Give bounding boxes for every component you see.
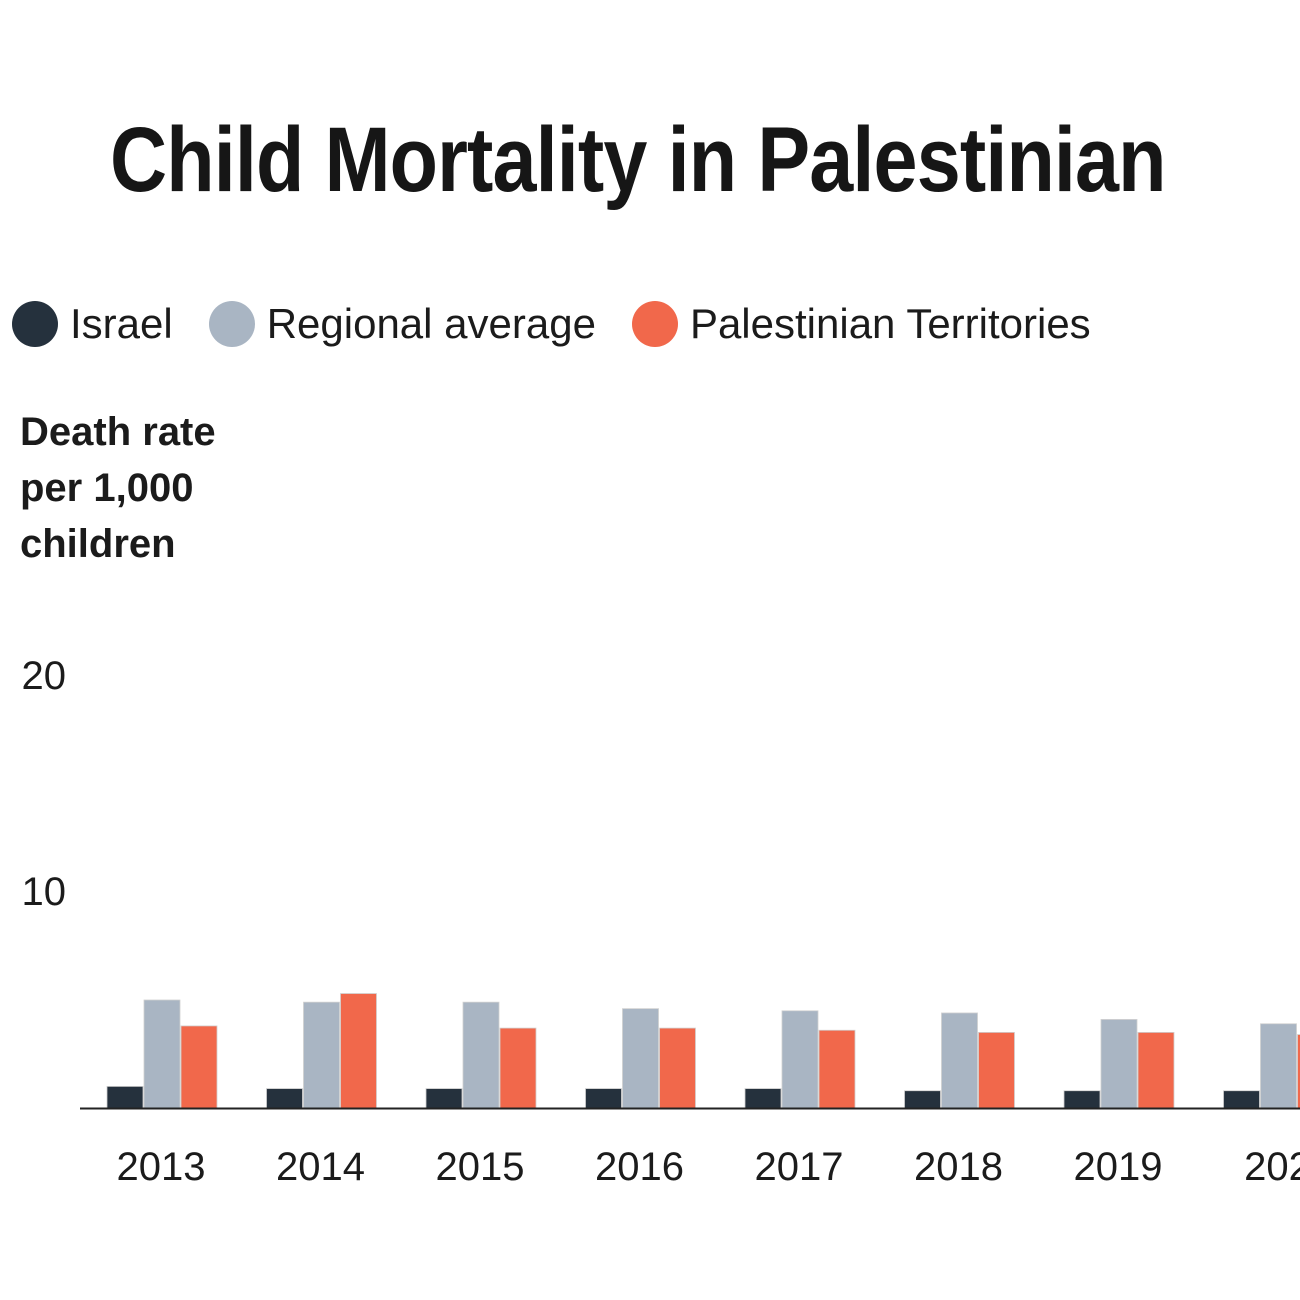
x-tick-label: 2017 (755, 1145, 844, 1189)
legend-swatch-israel (12, 301, 58, 347)
bar-regional-average-2013 (143, 999, 181, 1109)
bar-palestinian-territories-2014 (340, 993, 377, 1109)
legend-item-israel: Israel (12, 300, 173, 348)
x-tick-label: 2013 (117, 1145, 206, 1189)
x-tick-label: 2019 (1074, 1145, 1163, 1189)
legend-label: Israel (70, 300, 173, 347)
chart-title: Child Mortality in Palestinian (110, 109, 1167, 211)
bar-palestinian-territories-2016 (659, 1027, 696, 1109)
bar-regional-average-2015 (462, 1001, 500, 1109)
y-axis-label: Death rate per 1,000 children (20, 410, 216, 566)
bar-israel-2014 (266, 1088, 303, 1109)
legend-swatch-palestinian (631, 301, 678, 347)
y-tick-20: 20 (21, 654, 67, 698)
y-tick-10: 10 (21, 870, 67, 914)
bar-palestinian-territories-2015 (499, 1027, 537, 1109)
legend-swatch-regional (208, 301, 255, 347)
bar-regional-average-2016 (622, 1008, 659, 1109)
bar-israel-2018 (904, 1090, 941, 1109)
bar-regional-average-2017 (781, 1010, 819, 1109)
bar-israel-202 (1223, 1090, 1260, 1109)
x-tick-label: 2015 (436, 1145, 525, 1189)
bar-israel-2016 (585, 1088, 622, 1109)
bar-palestinian-territories-2018 (978, 1032, 1015, 1109)
bar-regional-average-2019 (1100, 1019, 1138, 1109)
bar-palestinian-territories-2017 (818, 1029, 856, 1109)
bar-israel-2019 (1063, 1090, 1101, 1109)
legend-label: Regional average (266, 300, 596, 347)
x-tick-label: 2018 (914, 1145, 1003, 1189)
legend-item-palestinian: Palestinian Territories (631, 300, 1091, 348)
legend-label: Palestinian Territories (689, 300, 1091, 347)
x-tick-label: 2016 (595, 1145, 684, 1189)
bar-regional-average-2014 (303, 1001, 340, 1109)
bar-israel-2017 (744, 1088, 782, 1109)
bar-palestinian-territories-2019 (1137, 1032, 1175, 1109)
x-tick-label: 2014 (276, 1145, 365, 1189)
legend-item-regional: Regional average (208, 300, 596, 348)
bar-israel-2015 (425, 1088, 463, 1109)
legend: Israel Regional average Palestinian Terr… (12, 300, 1127, 348)
bar-regional-average-202 (1260, 1023, 1297, 1109)
x-tick-label: 202 (1244, 1145, 1300, 1189)
bar-palestinian-territories-202 (1297, 1034, 1300, 1109)
bar-palestinian-territories-2013 (180, 1025, 218, 1109)
bar-regional-average-2018 (941, 1012, 978, 1109)
bar-israel-2013 (106, 1086, 144, 1109)
